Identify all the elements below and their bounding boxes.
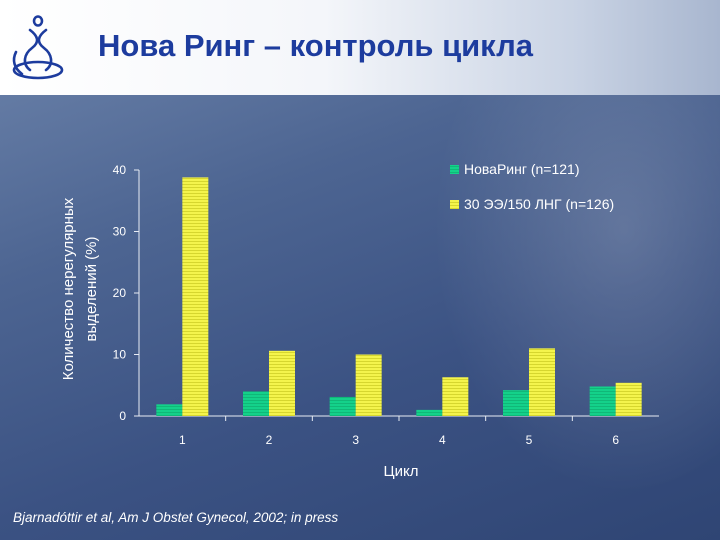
bar-series-1 [589,386,616,416]
bar-series-1 [503,390,529,416]
bar-series-1 [329,396,356,416]
bar-series-2 [615,382,642,416]
y-tick-label: 10 [113,348,127,362]
x-axis-title: Цикл [384,463,419,480]
x-tick-label: 5 [526,433,533,447]
legend-label: НоваРинг (n=121) [464,161,580,177]
slide-title: Нова Ринг – контроль цикла [98,28,534,63]
legend-label: 30 ЭЭ/150 ЛНГ (n=126) [464,196,614,212]
x-tick-label: 6 [612,433,619,447]
chart-labels: 0 10 20 30 40 1 2 3 4 5 6 Цикл Количество нерегулярн… [60,163,619,480]
chart-bars [156,177,642,416]
y-tick-label: 40 [113,163,127,177]
bar-series-1 [243,391,269,416]
bar-series-2 [529,348,555,416]
y-axis-title-line: выделений (%) [83,237,100,342]
y-tick-label: 20 [113,286,127,300]
ring-figure-logo-icon [12,15,64,80]
header-band: Нова Ринг – контроль цикла [0,0,720,95]
bar-series-2 [182,177,209,416]
legend-swatch [450,165,459,174]
bar-series-1 [416,409,443,416]
y-axis-title-line: Количество нерегулярных [60,197,77,380]
x-tick-label: 3 [352,433,359,447]
bar-series-2 [355,354,382,416]
bar-series-2 [269,350,295,416]
y-tick-label: 0 [119,409,126,423]
x-tick-label: 4 [439,433,446,447]
bar-chart: 0 10 20 30 40 1 2 3 4 5 6 Цикл Количество нерегулярн… [60,161,659,480]
x-tick-label: 2 [266,433,273,447]
citation-footnote: Bjarnadóttir et al, Am J Obstet Gynecol,… [13,510,339,525]
chart-axes [134,169,659,421]
chart-legend: НоваРинг (n=121) 30 ЭЭ/150 ЛНГ (n=126) [450,161,614,212]
legend-swatch [450,200,459,209]
y-tick-label: 30 [113,225,127,239]
x-tick-label: 1 [179,433,186,447]
bar-series-1 [156,404,183,416]
bar-series-2 [442,377,469,416]
